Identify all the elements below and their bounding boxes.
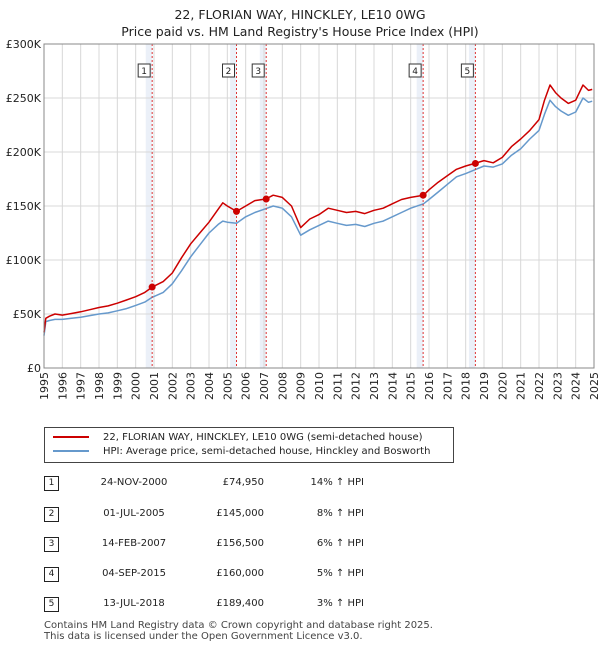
sale-price: £156,500 (216, 538, 264, 549)
sale-hpi-diff: 14% ↑ HPI (310, 477, 364, 488)
y-tick-label: £250K (6, 92, 42, 105)
sale-label: 5 (465, 67, 471, 77)
table-row: 4 04-SEP-2015 £160,000 5% ↑ HPI (44, 567, 444, 583)
chart-title-line1: 22, FLORIAN WAY, HINCKLEY, LE10 0WG (174, 7, 426, 22)
x-tick-label: 1998 (93, 372, 106, 400)
hpi-line (43, 97, 593, 336)
sale-price: £189,400 (216, 598, 264, 609)
x-tick-label: 2011 (331, 372, 344, 400)
sale-label-box (251, 63, 265, 78)
x-tick-label: 1997 (75, 372, 88, 400)
sale-date: 14-FEB-2007 (101, 538, 167, 549)
y-tick-label: £100K (6, 254, 42, 267)
x-tick-label: 2015 (405, 372, 418, 400)
x-tick-label: 2023 (551, 372, 564, 400)
sale-label: 2 (226, 67, 232, 77)
chart: 1 2 3 4 5 £0 £50K £100K £150K £200K £250K £300K 199… (6, 38, 600, 400)
x-tick-label: 1999 (111, 372, 124, 400)
footer: Contains HM Land Registry data © Crown c… (44, 620, 584, 642)
x-tick-label: 2013 (368, 372, 381, 400)
sale-point (233, 207, 240, 215)
gridlines (43, 43, 595, 369)
sale-number: 4 (44, 567, 59, 582)
sale-date: 13-JUL-2018 (103, 598, 165, 609)
sale-label-box (460, 63, 474, 78)
x-tick-label: 2001 (148, 372, 161, 400)
sale-hpi-diff: 3% ↑ HPI (316, 598, 364, 609)
x-tick-label: 2022 (533, 372, 546, 400)
legend-swatch-price (53, 436, 89, 438)
legend-item-hpi: HPI: Average price, semi-detached house,… (53, 445, 430, 459)
x-tick-label: 2006 (240, 372, 253, 400)
sale-price: £160,000 (216, 568, 264, 579)
sale-date: 01-JUL-2005 (103, 508, 165, 519)
sale-number: 2 (44, 507, 59, 522)
x-tick-label: 2017 (441, 372, 454, 400)
x-tick-label: 2016 (423, 372, 436, 400)
y-tick-label: £300K (6, 38, 42, 51)
footer-line1: Contains HM Land Registry data © Crown c… (44, 620, 433, 631)
sale-point (148, 283, 156, 291)
x-tick-label: 2020 (496, 372, 509, 400)
axes: £0 £50K £100K £150K £200K £250K £300K 1995 1996 1… (6, 38, 600, 400)
sale-date: 24-NOV-2000 (100, 477, 168, 488)
sale-label-box (222, 63, 235, 78)
sale-price: £74,950 (222, 477, 264, 488)
x-tick-label: 2007 (258, 372, 271, 400)
legend-swatch-hpi (53, 450, 89, 452)
sale-point (262, 195, 270, 203)
table-row: 2 01-JUL-2005 £145,000 8% ↑ HPI (44, 507, 444, 523)
chart-title: 22, FLORIAN WAY, HINCKLEY, LE10 0WG Pric… (0, 6, 600, 40)
x-tick-label: 2002 (166, 372, 179, 400)
legend-item-price: 22, FLORIAN WAY, HINCKLEY, LE10 0WG (sem… (53, 431, 423, 445)
sale-number: 5 (44, 597, 59, 612)
y-tick-label: £50K (13, 308, 42, 321)
x-tick-label: 2008 (276, 372, 289, 400)
table-row: 3 14-FEB-2007 £156,500 6% ↑ HPI (44, 537, 444, 553)
x-tick-label: 2000 (130, 372, 143, 400)
sale-label-box (408, 63, 422, 78)
sale-date: 04-SEP-2015 (102, 568, 166, 579)
sale-label-box (137, 63, 151, 78)
series-lines (43, 84, 593, 336)
x-tick-label: 2018 (460, 372, 473, 400)
x-tick-label: 2025 (588, 372, 600, 400)
plot-frame (43, 43, 595, 369)
x-tick-label: 2005 (221, 372, 234, 400)
x-tick-label: 1996 (56, 372, 69, 400)
sale-hpi-diff: 8% ↑ HPI (316, 508, 364, 519)
x-tick-label: 2004 (203, 372, 216, 400)
legend-label-hpi: HPI: Average price, semi-detached house,… (103, 446, 431, 457)
legend: 22, FLORIAN WAY, HINCKLEY, LE10 0WG (sem… (44, 427, 454, 463)
x-tick-label: 2003 (185, 372, 198, 400)
sale-markers: 1 2 3 4 5 (137, 44, 479, 368)
sale-hpi-diff: 5% ↑ HPI (316, 568, 364, 579)
y-tick-label: £150K (6, 200, 42, 213)
x-tick-label: 2012 (350, 372, 363, 400)
price-paid-line (43, 84, 593, 333)
footer-line2: This data is licensed under the Open Gov… (44, 631, 363, 642)
x-tick-label: 2010 (313, 372, 326, 400)
x-tick-label: 2024 (570, 372, 583, 400)
legend-label-price: 22, FLORIAN WAY, HINCKLEY, LE10 0WG (sem… (103, 432, 423, 443)
sale-price: £145,000 (216, 508, 264, 519)
sale-number: 1 (44, 476, 59, 491)
table-row: 1 24-NOV-2000 £74,950 14% ↑ HPI (44, 476, 444, 492)
chart-title-line2: Price paid vs. HM Land Registry's House … (121, 24, 479, 39)
sale-point (419, 191, 427, 199)
sale-number: 3 (44, 537, 59, 552)
x-tick-label: 1995 (38, 372, 51, 400)
y-tick-label: £200K (6, 146, 42, 159)
y-tick-label: £0 (27, 362, 41, 375)
x-tick-label: 2014 (386, 372, 399, 400)
table-row: 5 13-JUL-2018 £189,400 3% ↑ HPI (44, 597, 444, 613)
x-tick-label: 2019 (478, 372, 491, 400)
x-tick-label: 2009 (295, 372, 308, 400)
sale-point (471, 159, 479, 167)
sale-label: 3 (255, 67, 261, 77)
x-tick-label: 2021 (515, 372, 528, 400)
sale-label: 4 (412, 67, 418, 77)
sale-hpi-diff: 6% ↑ HPI (316, 538, 364, 549)
sale-label: 1 (141, 67, 147, 77)
